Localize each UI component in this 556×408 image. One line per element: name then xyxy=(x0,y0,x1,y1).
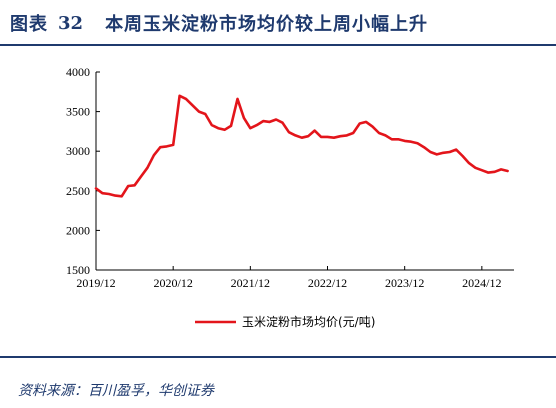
data-point xyxy=(101,192,103,194)
data-point xyxy=(507,170,509,172)
data-point xyxy=(301,137,303,139)
data-point xyxy=(416,142,419,144)
data-point xyxy=(127,185,129,187)
x-tick-label: 2019/12 xyxy=(76,276,115,290)
data-point xyxy=(314,130,316,132)
y-tick-label: 2000 xyxy=(66,223,90,237)
data-point xyxy=(333,137,335,139)
data-point xyxy=(275,118,277,121)
data-point xyxy=(449,151,451,153)
data-point xyxy=(204,113,206,115)
data-point xyxy=(159,146,161,148)
data-point xyxy=(371,126,374,128)
x-tick-label: 2022/12 xyxy=(308,276,347,290)
data-point xyxy=(146,167,148,169)
data-point xyxy=(153,154,155,156)
data-point xyxy=(474,167,476,169)
data-point xyxy=(307,135,309,137)
data-point xyxy=(230,125,232,127)
data-point xyxy=(191,104,194,106)
data-point xyxy=(269,121,271,123)
data-point xyxy=(500,168,502,170)
data-point xyxy=(423,146,425,148)
y-tick-label: 3500 xyxy=(66,105,90,119)
data-point xyxy=(121,195,123,197)
data-point xyxy=(172,144,174,146)
data-point xyxy=(346,134,348,136)
data-point xyxy=(95,187,97,189)
data-point xyxy=(166,145,168,147)
data-point xyxy=(320,136,322,138)
figure-title-row: 图表 32 本周玉米淀粉市场均价较上周小幅上升 xyxy=(10,8,550,38)
data-point xyxy=(391,138,393,140)
data-point xyxy=(288,131,290,133)
data-point xyxy=(134,184,136,186)
data-point xyxy=(481,169,483,171)
data-point xyxy=(294,134,296,136)
data-point xyxy=(410,141,412,143)
data-point xyxy=(365,121,367,123)
series-line xyxy=(94,94,509,198)
data-point xyxy=(404,140,406,142)
data-point xyxy=(352,132,354,134)
y-tick-label: 2500 xyxy=(66,184,90,198)
bottom-divider xyxy=(0,356,556,358)
data-point xyxy=(326,136,329,138)
data-point xyxy=(468,162,470,164)
data-point xyxy=(249,127,251,129)
data-point xyxy=(179,95,181,97)
series-layer xyxy=(94,94,509,198)
data-point xyxy=(281,122,284,124)
legend-label: 玉米淀粉市场均价(元/吨) xyxy=(242,314,375,329)
legend: 玉米淀粉市场均价(元/吨) xyxy=(195,314,375,329)
data-point xyxy=(487,172,489,174)
data-point xyxy=(198,111,200,113)
data-point xyxy=(378,132,380,134)
data-point xyxy=(108,193,110,195)
data-point xyxy=(224,129,226,131)
data-point xyxy=(114,195,116,197)
data-point xyxy=(262,120,264,122)
top-divider xyxy=(0,44,556,46)
data-point xyxy=(359,122,361,125)
data-point xyxy=(442,152,444,154)
data-point xyxy=(256,124,258,126)
x-tick-label: 2024/12 xyxy=(462,276,501,290)
figure-label: 图表 xyxy=(10,14,48,35)
data-point xyxy=(243,117,245,119)
figure-number: 32 xyxy=(58,12,84,34)
y-tick-label: 1500 xyxy=(66,263,90,277)
x-tick-label: 2023/12 xyxy=(385,276,424,290)
x-tick-label: 2021/12 xyxy=(231,276,270,290)
figure-title: 本周玉米淀粉市场均价较上周小幅上升 xyxy=(105,14,429,35)
x-axis: 2019/12 2020/12 2021/12 2022/12 2023/12 2024/… xyxy=(76,266,514,290)
data-point xyxy=(494,171,496,173)
data-point xyxy=(339,135,341,137)
data-point xyxy=(217,127,219,129)
data-point xyxy=(384,134,386,136)
data-point xyxy=(185,98,187,100)
source-note: 资料来源：百川盈孚，华创证券 xyxy=(18,383,214,399)
data-point xyxy=(236,98,239,100)
data-point xyxy=(462,155,464,157)
data-point xyxy=(429,151,431,153)
x-tick-label: 2020/12 xyxy=(153,276,192,290)
data-point xyxy=(397,138,399,140)
data-point xyxy=(211,124,213,126)
y-tick-label: 3000 xyxy=(66,144,90,158)
data-point xyxy=(455,149,457,151)
y-tick-label: 4000 xyxy=(66,65,90,79)
data-point xyxy=(436,153,438,155)
y-axis: 1500 2000 2500 3000 3500 4000 xyxy=(66,65,100,277)
data-point xyxy=(140,175,142,178)
